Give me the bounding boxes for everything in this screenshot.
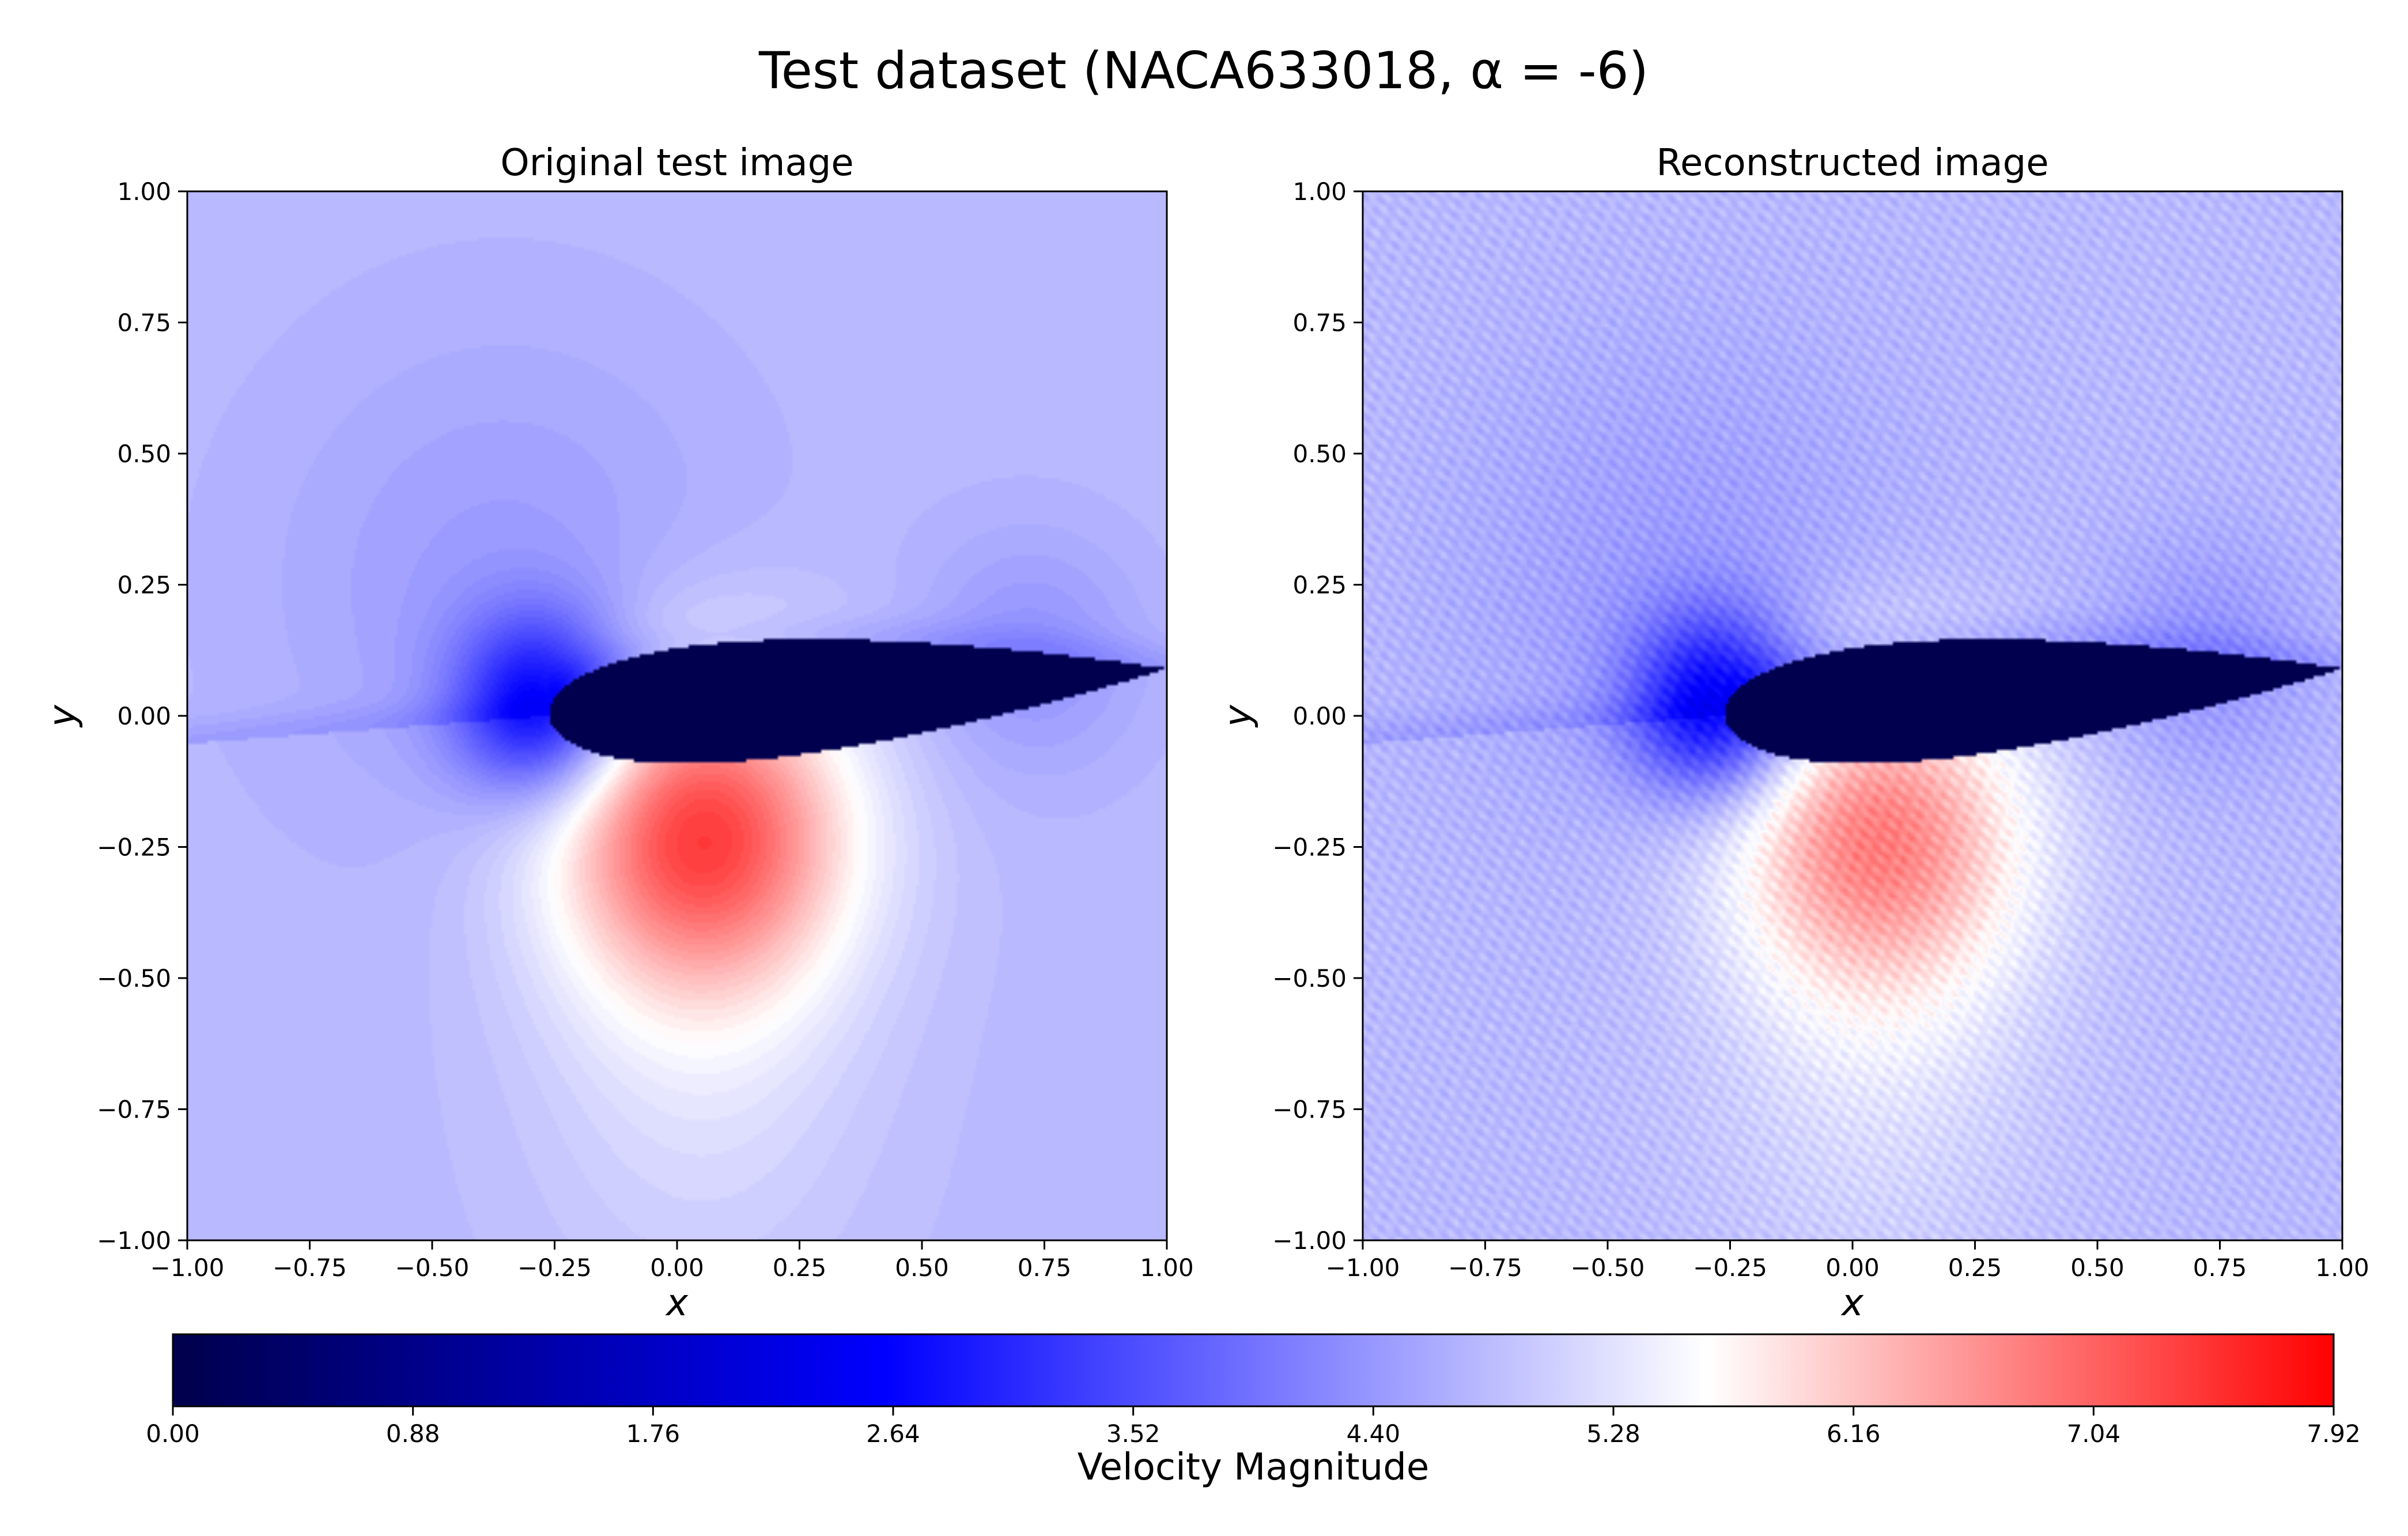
x-tick-label: 0.75 (2193, 1254, 2247, 1282)
y-tick-label: −0.75 (1272, 1096, 1347, 1124)
y-tick-label: −0.50 (1272, 964, 1347, 992)
x-tick-label: −0.50 (395, 1254, 470, 1282)
x-tick-label: 1.00 (1140, 1254, 1194, 1282)
x-tick-label: 0.50 (2070, 1254, 2125, 1282)
x-tick-label: 0.50 (895, 1254, 949, 1282)
y-tick-label: 0.25 (1292, 571, 1347, 599)
colorbar-tick-label: 1.76 (626, 1420, 681, 1448)
original-test-image-panel: Original test image −1.00 −0.75 −0.50 −0.25 0… (41, 142, 1194, 1324)
x-tick-label: 1.00 (2315, 1254, 2369, 1282)
y-tick-label: 1.00 (1292, 178, 1347, 206)
colorbar-tick-label: 2.64 (866, 1420, 920, 1448)
y-tick-label: −1.00 (1272, 1226, 1347, 1255)
x-tick-label: 0.25 (773, 1254, 827, 1282)
reconstructed-image-panel: Reconstructed image −1.00 −0.75 −0.50 −0.25 0… (1217, 142, 2369, 1324)
x-tick-label: −1.00 (150, 1254, 225, 1282)
colorbar-tick-label: 7.92 (2307, 1420, 2361, 1448)
y-tick-label: −1.00 (97, 1226, 171, 1255)
y-tick-label: −0.25 (1272, 833, 1347, 862)
x-axis-label: x (665, 1282, 689, 1324)
x-tick-label: −0.75 (273, 1254, 347, 1282)
y-tick-label: 0.75 (1292, 309, 1347, 337)
y-tick-label: 0.50 (117, 440, 171, 468)
figure-title: Test dataset (NACA633018, α = -6) (758, 41, 1649, 100)
velocity-field-heatmap (1363, 191, 2342, 1240)
x-tick-label: −0.25 (517, 1254, 592, 1282)
colorbar-tick-label: 4.40 (1347, 1420, 1401, 1448)
x-tick-label: −0.25 (1693, 1254, 1767, 1282)
velocity-field-heatmap (187, 191, 1167, 1240)
x-tick-label: 0.00 (650, 1254, 704, 1282)
y-tick-label: 0.25 (117, 571, 171, 599)
y-axis-label: y (1217, 704, 1260, 728)
colorbar-tick-label: 5.28 (1586, 1420, 1640, 1448)
y-tick-label: 0.50 (1292, 440, 1347, 468)
y-axis-label: y (41, 704, 84, 728)
y-tick-label: 1.00 (117, 178, 171, 206)
colorbar-tick-label: 6.16 (1827, 1420, 1881, 1448)
y-tick-label: −0.75 (97, 1096, 171, 1124)
colorbar-tick-label: 7.04 (2067, 1420, 2121, 1448)
colorbar-label: Velocity Magnitude (1078, 1446, 1429, 1489)
y-tick-label: 0.00 (117, 702, 171, 730)
y-tick-label: −0.25 (97, 833, 171, 862)
x-tick-label: −0.75 (1448, 1254, 1522, 1282)
x-axis-label: x (1840, 1282, 1864, 1324)
colorbar-gradient (172, 1333, 2335, 1407)
x-tick-label: −0.50 (1571, 1254, 1645, 1282)
y-tick-label: −0.50 (97, 964, 171, 992)
y-tick-label: 0.75 (117, 309, 171, 337)
colorbar-tick-label: 0.88 (386, 1420, 440, 1448)
colorbar-tick-label: 3.52 (1106, 1420, 1160, 1448)
colorbar-tick-label: 0.00 (146, 1420, 200, 1448)
y-tick-label: 0.00 (1292, 702, 1347, 730)
colorbar-ticks: 0.00 0.88 1.76 2.64 3.52 4.40 5.28 6.16 7.04 7.92 (146, 1406, 2361, 1448)
x-tick-label: 0.75 (1018, 1254, 1072, 1282)
panel-title: Reconstructed image (1656, 142, 2048, 184)
x-tick-label: 0.25 (1948, 1254, 2002, 1282)
panel-title: Original test image (500, 142, 853, 184)
colorbar: 0.00 0.88 1.76 2.64 3.52 4.40 5.28 6.16 7.04 7.92… (146, 1333, 2361, 1489)
x-tick-label: −1.00 (1326, 1254, 1400, 1282)
x-tick-label: 0.00 (1825, 1254, 1880, 1282)
